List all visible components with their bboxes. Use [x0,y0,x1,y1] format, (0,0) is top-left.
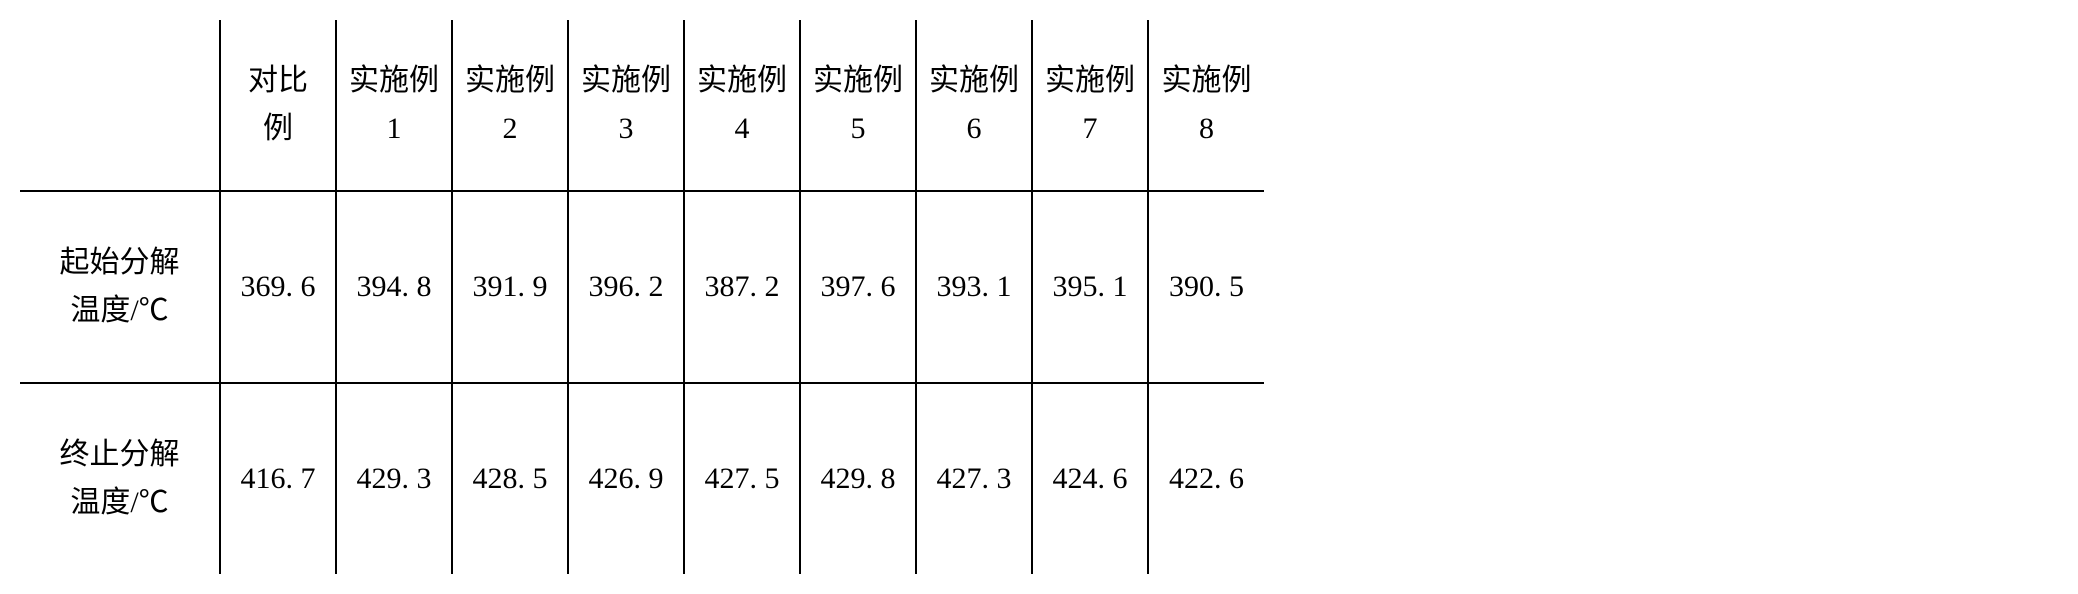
header-cell: 实施例8 [1148,20,1264,191]
data-cell: 424. 6 [1032,383,1148,574]
row-label: 起始分解温度/℃ [20,191,220,383]
data-cell: 394. 8 [336,191,452,383]
header-cell: 实施例5 [800,20,916,191]
table-row: 终止分解温度/℃ 416. 7 429. 3 428. 5 426. 9 427… [20,383,1264,574]
data-cell: 396. 2 [568,191,684,383]
data-cell: 397. 6 [800,191,916,383]
data-cell: 391. 9 [452,191,568,383]
data-cell: 426. 9 [568,383,684,574]
header-cell: 对比例 [220,20,336,191]
header-cell: 实施例7 [1032,20,1148,191]
data-table: 对比例 实施例1 实施例2 实施例3 实施例4 实施例5 实施例6 实施例7 实… [20,20,1264,574]
data-cell: 427. 5 [684,383,800,574]
row-label: 终止分解温度/℃ [20,383,220,574]
table-header-row: 对比例 实施例1 实施例2 实施例3 实施例4 实施例5 实施例6 实施例7 实… [20,20,1264,191]
data-cell: 393. 1 [916,191,1032,383]
header-cell: 实施例3 [568,20,684,191]
header-cell: 实施例6 [916,20,1032,191]
table-row: 起始分解温度/℃ 369. 6 394. 8 391. 9 396. 2 387… [20,191,1264,383]
header-cell: 实施例4 [684,20,800,191]
data-cell: 429. 3 [336,383,452,574]
data-cell: 416. 7 [220,383,336,574]
data-cell: 427. 3 [916,383,1032,574]
header-cell: 实施例2 [452,20,568,191]
data-cell: 395. 1 [1032,191,1148,383]
data-cell: 369. 6 [220,191,336,383]
header-cell: 实施例1 [336,20,452,191]
data-cell: 390. 5 [1148,191,1264,383]
data-cell: 422. 6 [1148,383,1264,574]
data-cell: 429. 8 [800,383,916,574]
data-cell: 428. 5 [452,383,568,574]
header-cell-blank [20,20,220,191]
data-cell: 387. 2 [684,191,800,383]
